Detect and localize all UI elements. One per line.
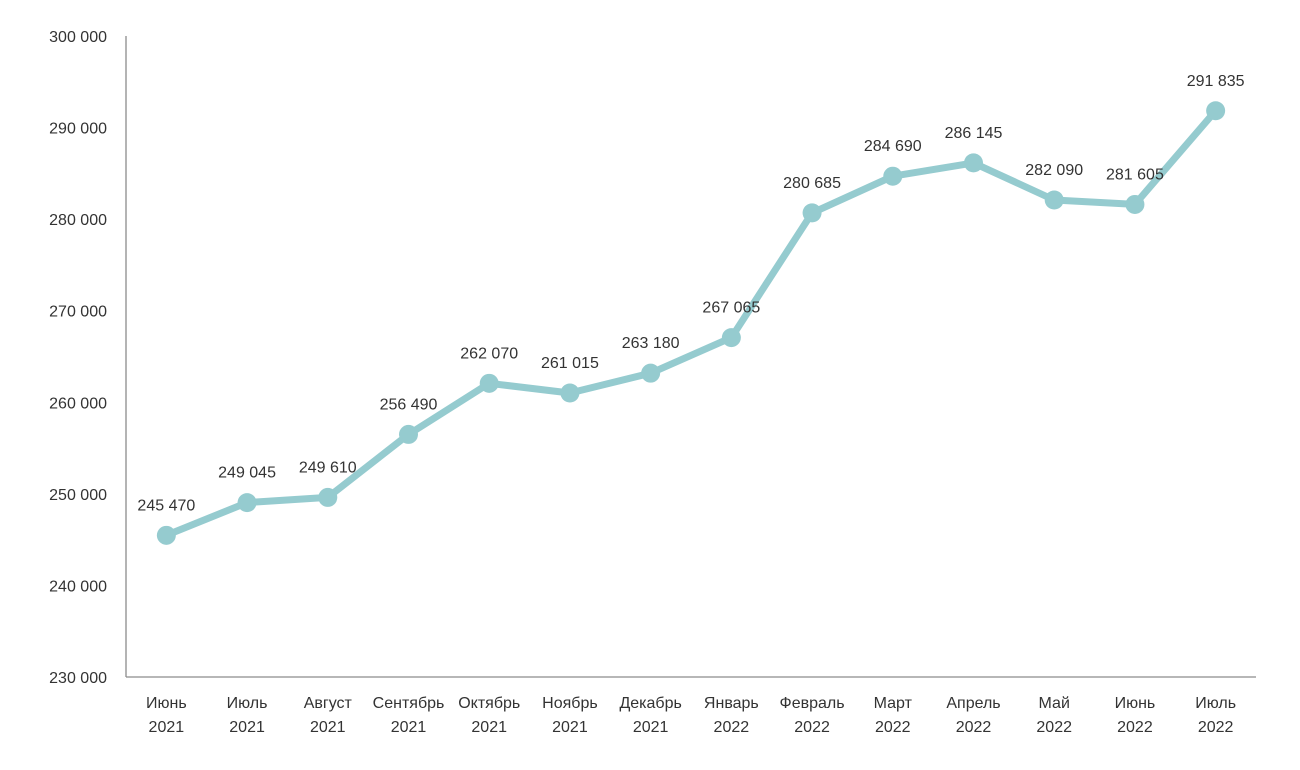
x-tick-label-line: Сентябрь [373,695,445,712]
data-point [1125,194,1145,214]
data-point [721,328,741,348]
x-tick-label-line: 2021 [149,719,185,736]
axes [125,36,1256,678]
y-tick-label: 280 000 [49,212,107,229]
data-label: 282 090 [1025,162,1083,179]
x-tick-label: Август 2021 [304,695,353,736]
x-tick-label: Апрель 2022 [946,695,1000,736]
y-tick-labels: 230 000 240 000 250 000 260 000 270 000 280 0… [49,29,107,687]
x-tick-label-line: Апрель [946,695,1000,712]
y-tick-label: 260 000 [49,395,107,412]
x-tick-label-line: 2022 [1198,719,1234,736]
x-tick-label-line: Февраль [780,695,845,712]
x-tick-label-line: 2021 [229,719,265,736]
x-tick-label-line: Ноябрь [542,695,598,712]
data-label: 267 065 [702,300,760,317]
data-point [1206,101,1226,121]
data-label: 262 070 [460,345,518,362]
x-tick-label-line: Август [304,695,353,712]
data-label: 263 180 [622,335,680,352]
x-tick-label: Июль 2022 [1195,695,1236,736]
x-tick-label-line: Июль [227,695,268,712]
x-tick-label: Ноябрь 2021 [542,695,598,736]
series-line [162,107,1220,539]
data-label: 281 605 [1106,166,1164,183]
x-tick-label: Октябрь 2021 [458,695,520,736]
data-label: 245 470 [137,497,195,514]
x-tick-label-line: Январь [704,695,759,712]
x-tick-label-line: 2021 [310,719,346,736]
x-tick-label: Январь 2022 [704,695,759,736]
x-tick-label-line: 2022 [794,719,830,736]
data-point [237,493,257,513]
data-point [1044,190,1064,210]
x-tick-label-line: 2022 [875,719,911,736]
data-label: 286 145 [945,125,1003,142]
x-tick-label: Сентябрь 2021 [373,695,445,736]
data-point [641,363,661,383]
x-tick-label-line: 2022 [956,719,992,736]
x-tick-label-line: Март [874,695,913,712]
data-label: 261 015 [541,355,599,372]
x-tick-label-line: 2021 [391,719,427,736]
data-label: 249 610 [299,459,357,476]
data-point [479,373,499,393]
y-tick-label: 270 000 [49,304,107,321]
data-label: 249 045 [218,465,276,482]
series [162,107,1220,539]
x-tick-label-line: Июль [1195,695,1236,712]
x-tick-label-line: Декабрь [619,695,681,712]
data-point [318,487,338,507]
data-point [883,166,903,186]
data-label: 280 685 [783,175,841,192]
data-points [156,101,1226,545]
y-tick-label: 230 000 [49,670,107,687]
x-tick-label-line: 2022 [714,719,750,736]
x-tick-label-line: Июнь [1115,695,1156,712]
x-tick-label-line: Май [1039,695,1070,712]
x-tick-label-line: 2021 [471,719,507,736]
x-tick-label: Март 2022 [874,695,913,736]
y-tick-label: 290 000 [49,121,107,138]
x-tick-label: Июнь 2022 [1115,695,1156,736]
x-tick-label: Июль 2021 [227,695,268,736]
data-point [560,383,580,403]
data-label: 256 490 [380,396,438,413]
data-label: 291 835 [1187,73,1245,90]
x-tick-label: Май 2022 [1036,695,1072,736]
x-tick-label-line: Июнь [146,695,187,712]
x-tick-label-line: 2022 [1036,719,1072,736]
x-tick-label: Февраль 2022 [780,695,845,736]
x-tick-label: Июнь 2021 [146,695,187,736]
x-tick-label-line: Октябрь [458,695,520,712]
x-tick-label-line: 2022 [1117,719,1153,736]
data-point [964,153,983,173]
x-tick-label-line: 2021 [552,719,588,736]
y-tick-label: 300 000 [49,29,107,46]
y-tick-label: 240 000 [49,578,107,595]
data-label: 284 690 [864,138,922,155]
data-point [802,203,822,223]
x-tick-label-line: 2021 [633,719,669,736]
data-point [156,525,176,545]
data-labels: 245 470 249 045 249 610 256 490 262 070 261 0… [137,73,1244,515]
data-point [399,424,418,444]
y-tick-label: 250 000 [49,487,107,504]
x-tick-label: Декабрь 2021 [619,695,681,736]
